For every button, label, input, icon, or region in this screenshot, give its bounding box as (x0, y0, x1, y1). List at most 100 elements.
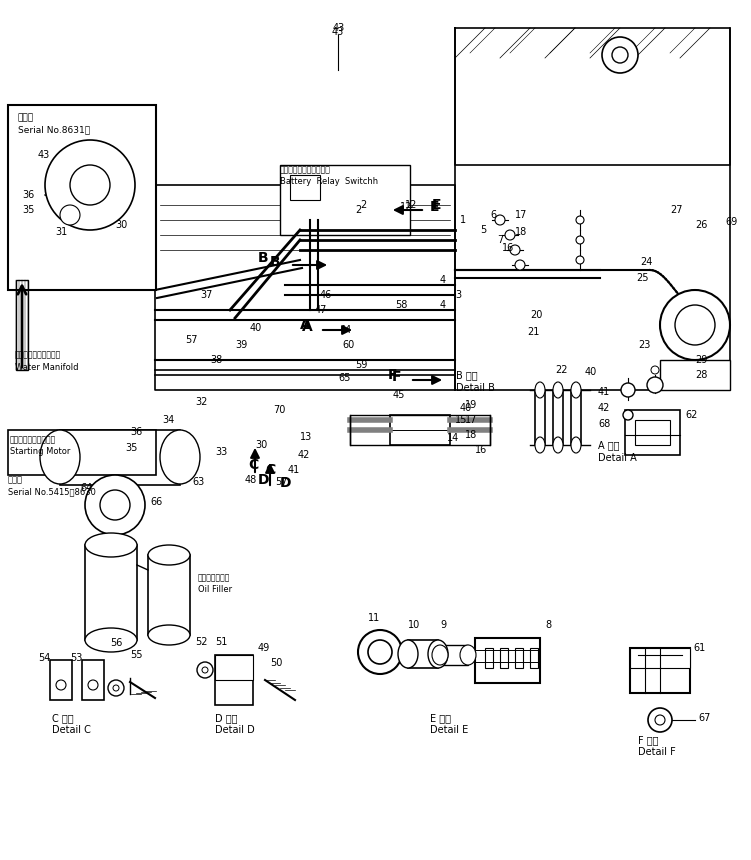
Text: 21: 21 (527, 327, 539, 337)
Ellipse shape (148, 545, 190, 565)
Text: 15: 15 (455, 415, 467, 425)
Text: B: B (270, 255, 281, 269)
Text: 69: 69 (725, 217, 737, 227)
Bar (16, 280, 28, 370)
Bar (625, 410, 680, 455)
Text: 9: 9 (440, 620, 446, 630)
Circle shape (368, 640, 392, 664)
Text: オイルフィルタ: オイルフィルタ (198, 574, 231, 582)
Bar (485, 648, 493, 668)
Ellipse shape (428, 640, 448, 668)
Circle shape (515, 260, 525, 270)
Bar (82, 660, 104, 700)
Text: スターティングモータ: スターティングモータ (10, 435, 56, 445)
Circle shape (651, 366, 659, 374)
Text: C 詳細: C 詳細 (52, 713, 74, 723)
Circle shape (88, 680, 98, 690)
Text: 61: 61 (693, 643, 705, 653)
Text: 68: 68 (598, 419, 611, 429)
Bar (630, 648, 690, 693)
Text: 40: 40 (585, 367, 597, 377)
Text: Detail D: Detail D (215, 725, 255, 735)
Text: B 詳細: B 詳細 (456, 370, 478, 380)
Text: 10: 10 (408, 620, 421, 630)
Text: Battery  Relay  Switchh: Battery Relay Switchh (280, 177, 378, 187)
Text: A 詳細: A 詳細 (598, 440, 620, 450)
Text: 2: 2 (360, 200, 366, 210)
Bar (660, 360, 730, 390)
Text: 46: 46 (320, 290, 332, 300)
Circle shape (60, 205, 80, 225)
Text: 30: 30 (115, 220, 127, 230)
Bar (60, 430, 180, 485)
Bar (215, 655, 253, 680)
Text: A: A (302, 320, 312, 334)
Circle shape (510, 245, 520, 255)
Text: 27: 27 (670, 205, 683, 215)
Text: 51: 51 (215, 637, 228, 647)
Text: 42: 42 (598, 403, 611, 413)
Text: Serial No.5415～8630: Serial No.5415～8630 (8, 488, 96, 496)
Text: Detail C: Detail C (52, 725, 91, 735)
Bar (8, 430, 156, 475)
Bar (635, 420, 670, 445)
Bar (215, 655, 253, 705)
Text: 63: 63 (192, 477, 204, 487)
Text: Detail E: Detail E (430, 725, 469, 735)
Text: 70: 70 (273, 405, 285, 415)
Circle shape (623, 410, 633, 420)
Bar (290, 175, 320, 200)
Text: 43: 43 (332, 27, 344, 37)
Text: 17: 17 (465, 415, 478, 425)
Text: 6: 6 (490, 210, 496, 220)
Text: 35: 35 (22, 205, 35, 215)
Ellipse shape (432, 645, 448, 665)
Text: 57: 57 (185, 335, 198, 345)
Text: F: F (388, 368, 397, 382)
Circle shape (56, 680, 66, 690)
Bar (390, 415, 450, 445)
Text: 55: 55 (130, 650, 143, 660)
Text: 54: 54 (38, 653, 50, 663)
Circle shape (100, 490, 130, 520)
Text: 33: 33 (215, 447, 228, 457)
Text: 57: 57 (275, 477, 288, 487)
Text: D 詳細: D 詳細 (215, 713, 237, 723)
Text: 7: 7 (497, 235, 503, 245)
Ellipse shape (148, 625, 190, 645)
Text: Water Manifold: Water Manifold (15, 364, 79, 372)
Bar (553, 390, 563, 445)
Text: Detail F: Detail F (638, 747, 676, 757)
Circle shape (202, 667, 208, 673)
Text: E: E (432, 198, 442, 212)
Text: 58: 58 (395, 300, 407, 310)
Bar (148, 555, 190, 635)
Text: 67: 67 (698, 713, 710, 723)
Circle shape (675, 305, 715, 345)
Bar (571, 390, 581, 445)
Bar (408, 640, 438, 668)
Text: C: C (265, 463, 276, 477)
Text: 43: 43 (333, 23, 345, 33)
Text: 42: 42 (298, 450, 310, 460)
Text: D: D (258, 473, 270, 487)
Text: 30: 30 (255, 440, 267, 450)
Circle shape (612, 47, 628, 63)
Bar (8, 105, 156, 290)
Text: Serial No.8631～: Serial No.8631～ (18, 126, 90, 134)
Circle shape (113, 685, 119, 691)
Text: 8: 8 (545, 620, 551, 630)
Text: 52: 52 (195, 637, 207, 647)
Text: バッテリリレースイッチ: バッテリリレースイッチ (280, 165, 331, 175)
Bar (475, 638, 540, 683)
Text: 60: 60 (342, 340, 354, 350)
Circle shape (576, 236, 584, 244)
Text: 17: 17 (515, 210, 527, 220)
Text: 12: 12 (405, 200, 418, 210)
Ellipse shape (571, 382, 581, 398)
Text: 45: 45 (393, 390, 406, 400)
Text: 16: 16 (475, 445, 487, 455)
Text: 28: 28 (695, 370, 707, 380)
Circle shape (85, 475, 145, 535)
Bar (50, 660, 72, 700)
